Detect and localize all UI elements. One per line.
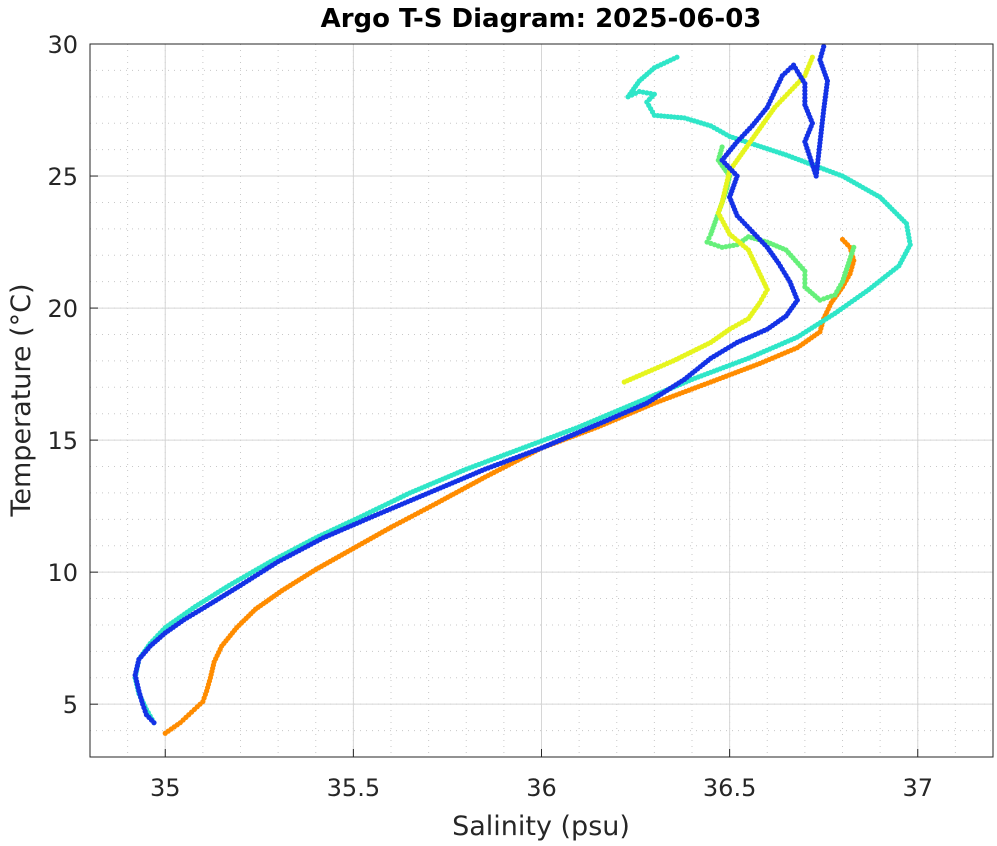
y-tick-label: 5 (63, 691, 78, 719)
x-tick-label: 36.5 (703, 774, 756, 802)
data-point (674, 54, 680, 60)
x-tick-label: 35 (150, 774, 181, 802)
grid-lines (90, 43, 993, 757)
data-points (132, 44, 913, 736)
y-tick-label: 30 (47, 31, 78, 59)
profile-series-5 (132, 44, 831, 726)
data-point (802, 268, 808, 274)
data-point (839, 236, 846, 243)
y-tick-label: 15 (47, 427, 78, 455)
data-point (706, 235, 712, 241)
chart-title: Argo T-S Diagram: 2025-06-03 (321, 4, 762, 34)
x-axis-label: Salinity (psu) (452, 811, 630, 842)
data-point (802, 280, 808, 286)
data-point (851, 244, 857, 250)
data-point (821, 44, 827, 50)
data-point (802, 272, 808, 278)
x-tick-label: 35.5 (327, 774, 380, 802)
x-tick-label: 37 (902, 774, 933, 802)
y-tick-label: 20 (47, 295, 78, 323)
data-point (708, 231, 714, 237)
y-tick-label: 10 (47, 559, 78, 587)
axis-ticks: 35 35.5 36 36.5 37 5 10 15 20 25 30 (47, 31, 933, 802)
x-tick-label: 36 (526, 774, 557, 802)
profile-series-4 (621, 54, 816, 385)
data-point (621, 379, 627, 385)
y-tick-label: 25 (47, 163, 78, 191)
y-axis-label: Temperature (°C) (6, 283, 37, 517)
data-point (802, 276, 808, 282)
